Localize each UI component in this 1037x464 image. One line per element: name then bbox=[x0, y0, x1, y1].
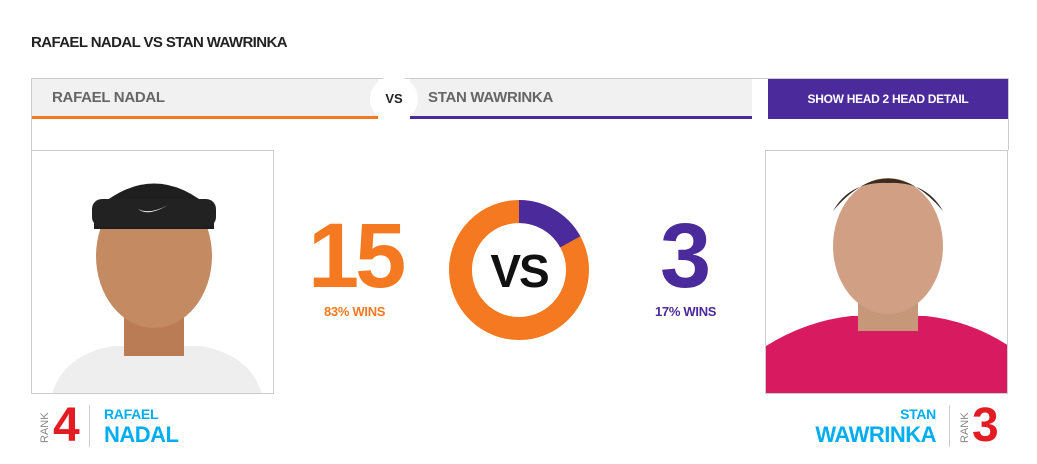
player1-rank: 4 bbox=[53, 399, 80, 452]
divider bbox=[949, 405, 950, 447]
donut-vs-label: VS bbox=[490, 245, 548, 297]
player2-wins: 3 bbox=[660, 205, 711, 307]
player2-first-name: STAN bbox=[900, 406, 936, 422]
h2h-donut: VS bbox=[449, 200, 589, 340]
player1-wins: 15 bbox=[308, 205, 406, 307]
player1-rank-label: RANK bbox=[39, 412, 51, 443]
player1-last-name[interactable]: NADAL bbox=[104, 422, 179, 447]
player1-first-name: RAFAEL bbox=[104, 406, 159, 422]
vs-badge: VS bbox=[370, 76, 418, 122]
player2-last-name[interactable]: WAWRINKA bbox=[815, 422, 936, 447]
page-title: RAFAEL NADAL VS STAN WAWRINKA bbox=[31, 34, 288, 51]
player1-win-pct: 83% WINS bbox=[324, 304, 386, 319]
player2-segment bbox=[449, 200, 589, 340]
h2h-frame bbox=[31, 78, 1009, 150]
show-head-2-head-detail-button[interactable]: SHOW HEAD 2 HEAD DETAIL bbox=[768, 79, 1008, 119]
player2-rank-label: RANK bbox=[959, 412, 971, 443]
divider bbox=[89, 405, 90, 447]
player1-photo bbox=[31, 150, 274, 394]
player2-win-pct: 17% WINS bbox=[655, 304, 717, 319]
tab-player1[interactable]: RAFAEL NADAL bbox=[32, 79, 378, 119]
tab-player2[interactable]: STAN WAWRINKA bbox=[410, 79, 752, 119]
player2-rank: 3 bbox=[972, 399, 999, 452]
player2-photo bbox=[765, 150, 1008, 394]
